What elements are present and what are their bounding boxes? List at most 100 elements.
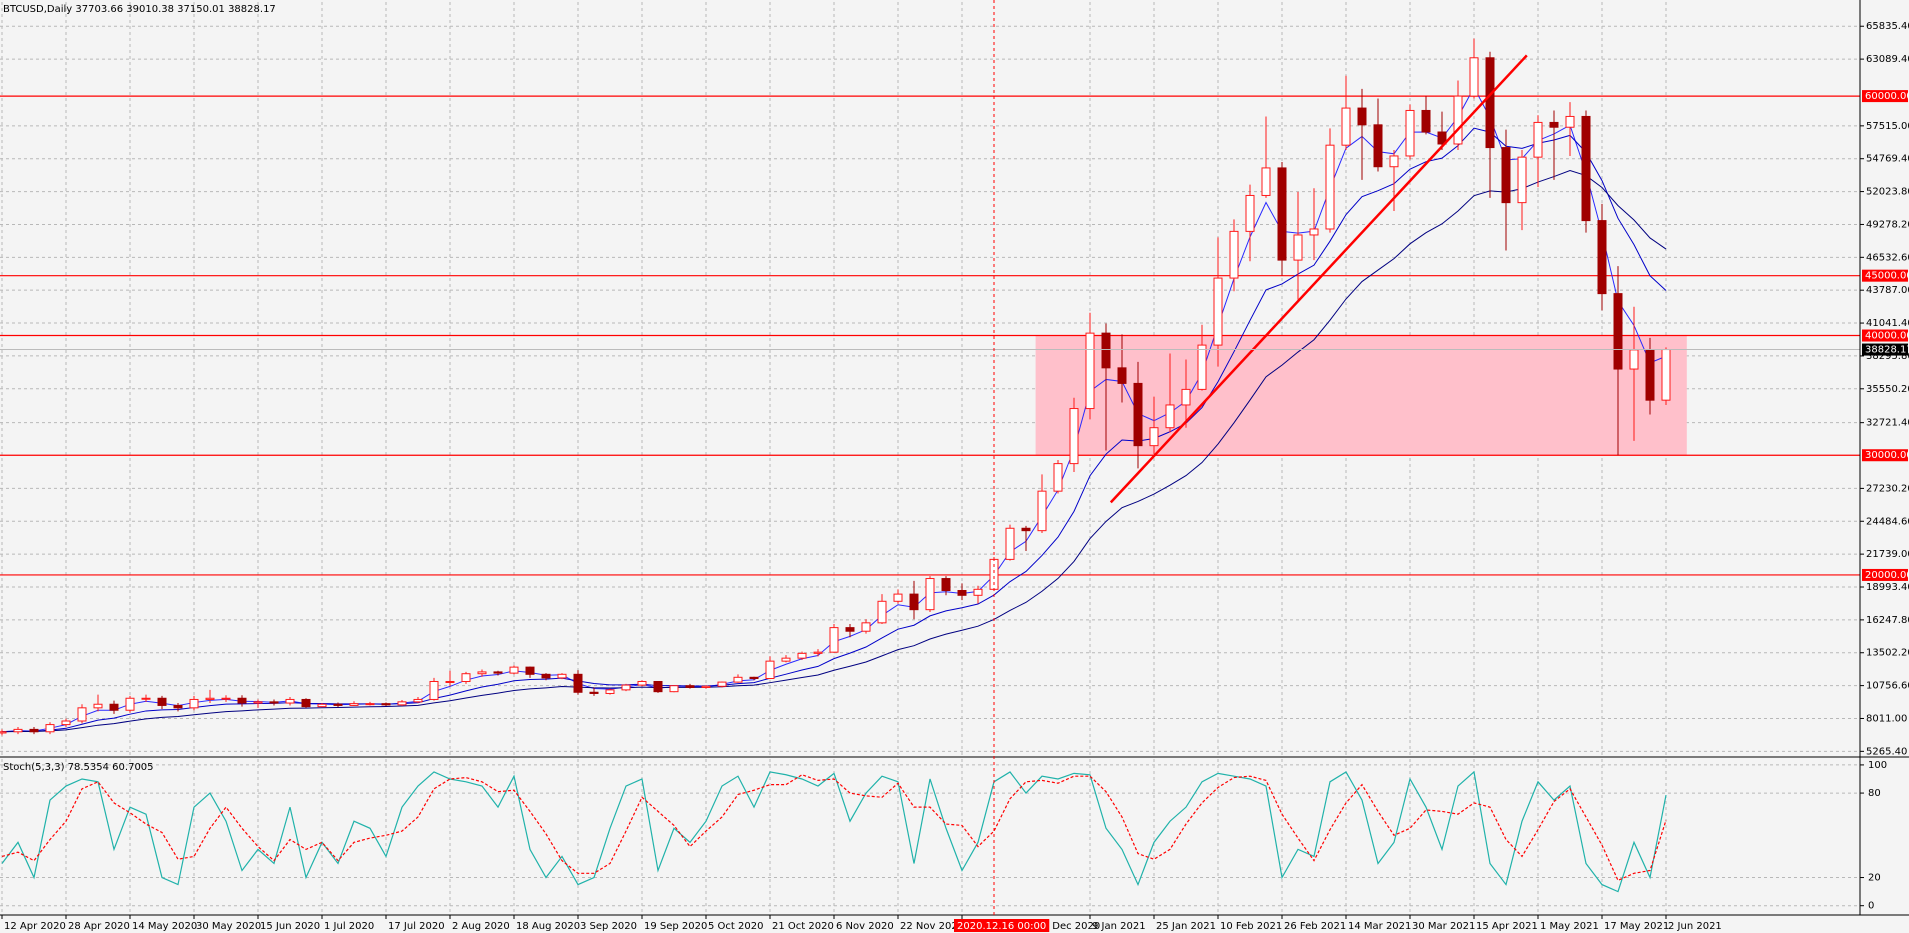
x-tick-label: 21 Oct 2020 [772,921,834,932]
candle-body [1325,144,1335,230]
y-tick-label: 32721.40 [1866,418,1909,429]
x-tick-label: 26 Feb 2021 [1284,921,1346,932]
candle-body [1037,490,1047,532]
candle-body [973,588,983,596]
x-tick-label: 25 Jan 2021 [1156,921,1216,932]
x-tick-label: 19 Sep 2020 [644,921,707,932]
y-tick-label: 20 [1868,873,1881,884]
candle-body [237,697,247,704]
candle-body [1469,57,1479,97]
x-tick-label: 15 Apr 2021 [1476,921,1538,932]
candle-body [1405,109,1415,157]
candle-body [509,666,519,674]
candle-body [1053,463,1063,492]
indicator-line [1,774,1667,882]
candle-body [477,671,487,675]
candle-body [381,703,391,706]
candle-body [1101,332,1111,369]
candle-body [1213,277,1223,346]
candle-body [1085,332,1095,410]
current-price-box [1862,343,1908,356]
candle-body [1373,124,1383,168]
candle-body [845,627,855,632]
level-label-box [1862,449,1908,462]
y-tick-label: 57515.00 [1866,121,1909,132]
candle-body [45,724,55,733]
y-tick-label: 24484.60 [1866,516,1909,527]
candle-body [157,697,167,706]
level-label: 30000.00 [1865,450,1909,461]
candle-body [413,698,423,703]
candle-body [1597,220,1607,295]
candle-body [733,676,743,683]
indicator-title: Stoch(5,3,3) 78.5354 60.7005 [3,762,154,773]
candle-body [1293,234,1303,261]
x-tick-label: 1 Jul 2020 [324,921,374,932]
y-tick-label: 8011.00 [1866,713,1907,724]
candle-body [1645,349,1655,401]
candle-body [1565,115,1575,128]
moving-average [1,127,1667,733]
candle-body [77,707,87,722]
candle-body [1485,57,1495,149]
candle-body [621,684,631,691]
level-label-box [1862,329,1908,342]
y-tick-label: 35550.20 [1866,384,1909,395]
candle-body [717,681,727,687]
candle-body [1165,404,1175,429]
y-tick-label: 18993.40 [1866,582,1909,593]
candle-body [29,728,39,733]
candle-body [1549,121,1559,128]
level-label: 45000.00 [1865,271,1909,282]
x-tick-label: 12 Apr 2020 [4,921,66,932]
x-tick-label: 22 Nov 2020 [900,921,964,932]
candle-body [317,703,327,708]
candle-body [461,673,471,682]
candle-body [397,701,407,706]
y-tick-label: 0 [1868,901,1874,912]
candle-body [1309,228,1319,236]
candle-body [349,703,359,706]
y-tick-label: 43787.00 [1866,285,1909,296]
candle-body [269,701,279,704]
candle-body [1453,95,1463,145]
candle-body [0,731,7,734]
candle-body [1501,147,1511,204]
x-tick-label: 18 Aug 2020 [516,921,580,932]
candle-body [1357,107,1367,126]
candle-body [653,680,663,693]
level-label: 60000.00 [1865,91,1909,102]
candle-body [1069,408,1079,465]
candle-body [1517,156,1527,204]
candle-body [605,689,615,694]
highlight-zone [1035,335,1687,456]
candle-body [445,680,455,683]
level-label-box [1862,269,1908,282]
candle-body [205,697,215,700]
y-tick-label: 80 [1868,788,1881,799]
candle-body [637,680,647,686]
candle-body [1421,109,1431,133]
candle-body [253,701,263,704]
moving-average [1,170,1667,733]
candle-body [557,673,567,679]
y-tick-label: 41041.40 [1866,318,1909,329]
candle-body [1581,115,1591,222]
x-tick-label: 5 Oct 2020 [708,921,763,932]
x-tick-label: 14 May 2020 [132,921,197,932]
candle-body [1149,427,1159,447]
y-tick-label: 10756.60 [1866,681,1909,692]
candle-body [141,697,151,700]
candle-body [1117,367,1127,384]
y-tick-label: 27230.20 [1866,483,1909,494]
candle-body [189,698,199,709]
candle-body [1661,349,1671,401]
candle-body [957,590,967,596]
candle-body [781,657,791,662]
y-tick-label: 16247.80 [1866,615,1909,626]
candle-body [1181,388,1191,406]
candle-body [861,622,871,632]
candle-body [1005,527,1015,560]
